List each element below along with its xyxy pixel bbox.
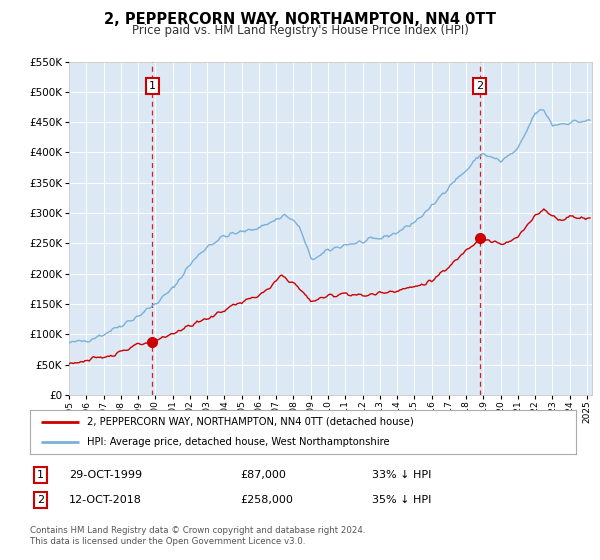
Text: Contains HM Land Registry data © Crown copyright and database right 2024.
This d: Contains HM Land Registry data © Crown c…: [30, 526, 365, 546]
Text: 2: 2: [37, 495, 44, 505]
Text: 1: 1: [37, 470, 44, 480]
Text: £87,000: £87,000: [240, 470, 286, 480]
Text: HPI: Average price, detached house, West Northamptonshire: HPI: Average price, detached house, West…: [88, 437, 390, 447]
Text: 33% ↓ HPI: 33% ↓ HPI: [372, 470, 431, 480]
Text: 29-OCT-1999: 29-OCT-1999: [69, 470, 142, 480]
Text: 2, PEPPERCORN WAY, NORTHAMPTON, NN4 0TT: 2, PEPPERCORN WAY, NORTHAMPTON, NN4 0TT: [104, 12, 496, 27]
Text: 2: 2: [476, 81, 483, 91]
Text: Price paid vs. HM Land Registry's House Price Index (HPI): Price paid vs. HM Land Registry's House …: [131, 24, 469, 37]
Text: 1: 1: [149, 81, 156, 91]
Text: 2, PEPPERCORN WAY, NORTHAMPTON, NN4 0TT (detached house): 2, PEPPERCORN WAY, NORTHAMPTON, NN4 0TT …: [88, 417, 414, 427]
Text: £258,000: £258,000: [240, 495, 293, 505]
Text: 35% ↓ HPI: 35% ↓ HPI: [372, 495, 431, 505]
Text: 12-OCT-2018: 12-OCT-2018: [69, 495, 142, 505]
